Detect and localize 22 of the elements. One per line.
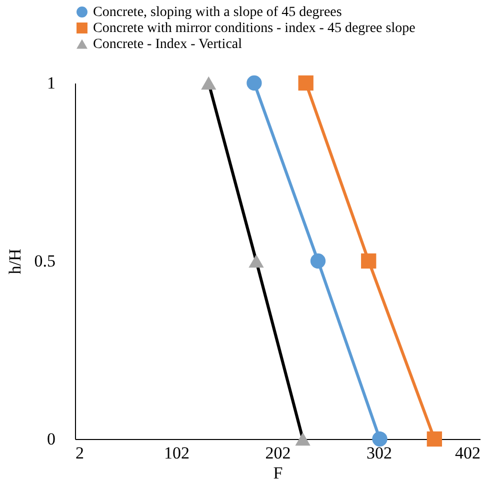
- point: [248, 254, 264, 268]
- point: [372, 431, 388, 447]
- point: [310, 253, 326, 269]
- legend-label: Concrete - Index - Vertical: [93, 37, 242, 52]
- y-tick-label: 1: [47, 74, 56, 92]
- x-tick-label: 2: [76, 444, 84, 462]
- point: [361, 253, 376, 269]
- y-tick-label: 0.5: [34, 252, 56, 270]
- y-axis-title: h/H: [5, 248, 24, 274]
- point: [246, 75, 262, 91]
- x-tick-label: 402: [455, 444, 480, 462]
- point: [426, 431, 442, 447]
- legend-label: Concrete with mirror conditions - index - 45 degree slope: [93, 21, 416, 36]
- x-tick-label: 302: [366, 444, 392, 462]
- x-axis-title: F: [273, 464, 283, 482]
- point: [295, 432, 310, 446]
- legend-label: Concrete, sloping with a slope of 45 degrees: [93, 5, 342, 20]
- y-tick-label: 0: [47, 430, 56, 448]
- x-tick-label: 202: [265, 444, 291, 462]
- x-tick-label: 102: [164, 444, 190, 462]
- point: [201, 76, 216, 90]
- point: [298, 75, 314, 91]
